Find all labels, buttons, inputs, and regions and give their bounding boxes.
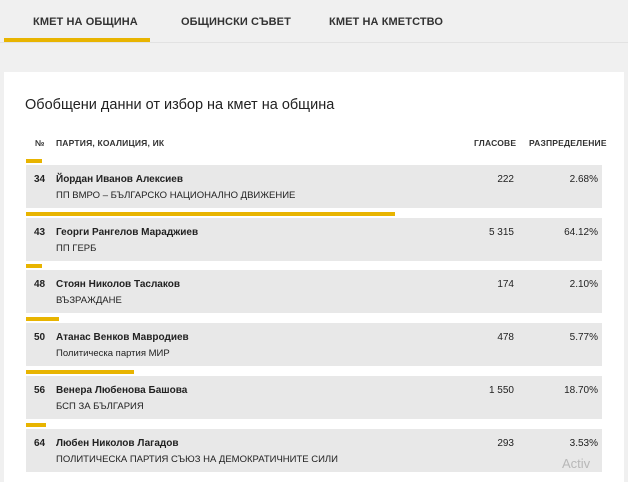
- candidate-name: Георги Рангелов Мараджиев: [56, 227, 199, 238]
- tabs-divider: [0, 42, 628, 43]
- votes-value: 293: [497, 438, 514, 449]
- party-name: Политическа партия МИР: [56, 348, 170, 359]
- share-bar: [26, 423, 46, 427]
- party-name: ПП ГЕРБ: [56, 243, 97, 254]
- distribution-value: 5.77%: [569, 332, 598, 343]
- table-row: 50 Атанас Венков Мавродиев Политическа п…: [26, 317, 602, 366]
- tab-mayor-municipality[interactable]: КМЕТ НА ОБЩИНА: [33, 16, 138, 28]
- table-row: 56 Венера Любенова Башова БСП ЗА БЪЛГАРИ…: [26, 370, 602, 419]
- candidate-name: Атанас Венков Мавродиев: [56, 332, 189, 343]
- tab-mayor-town-hall[interactable]: КМЕТ НА КМЕТСТВО: [329, 16, 444, 28]
- votes-value: 174: [497, 279, 514, 290]
- candidate-number: 50: [34, 332, 46, 343]
- party-name: ПОЛИТИЧЕСКА ПАРТИЯ СЪЮЗ НА ДЕМОКРАТИЧНИТ…: [56, 454, 338, 465]
- header-num: №: [35, 138, 45, 148]
- distribution-value: 18.70%: [564, 385, 598, 396]
- table-row: 48 Стоян Николов Таслаков ВЪЗРАЖДАНЕ 174…: [26, 264, 602, 313]
- table-row: 43 Георги Рангелов Мараджиев ПП ГЕРБ 5 3…: [26, 212, 602, 261]
- candidate-name: Стоян Николов Таслаков: [56, 279, 180, 290]
- share-bar: [26, 159, 42, 163]
- candidate-name: Венера Любенова Башова: [56, 385, 188, 396]
- results-panel: Обобщени данни от избор на кмет на общин…: [4, 72, 624, 482]
- candidate-number: 64: [34, 438, 46, 449]
- header-distribution: РАЗПРЕДЕЛЕНИЕ: [529, 138, 607, 148]
- header-votes: ГЛАСОВЕ: [474, 138, 517, 148]
- activation-watermark: Activ: [562, 456, 591, 471]
- panel-title: Обобщени данни от избор на кмет на общин…: [25, 97, 335, 113]
- header-party: ПАРТИЯ, КОАЛИЦИЯ, ИК: [56, 138, 165, 148]
- votes-value: 5 315: [488, 227, 514, 238]
- party-name: ПП ВМРО – БЪЛГАРСКО НАЦИОНАЛНО ДВИЖЕНИЕ: [56, 190, 296, 201]
- candidate-number: 56: [34, 385, 46, 396]
- candidate-name: Любен Николов Лагадов: [56, 438, 179, 449]
- share-bar: [26, 370, 134, 374]
- distribution-value: 64.12%: [564, 227, 598, 238]
- tab-bar: КМЕТ НА ОБЩИНА ОБЩИНСКИ СЪВЕТ КМЕТ НА КМ…: [0, 0, 628, 44]
- votes-value: 478: [497, 332, 514, 343]
- tab-municipal-council[interactable]: ОБЩИНСКИ СЪВЕТ: [181, 16, 291, 28]
- candidate-name: Йордан Иванов Алексиев: [56, 174, 184, 185]
- share-bar: [26, 317, 59, 321]
- candidate-number: 34: [34, 174, 46, 185]
- table-row: 64 Любен Николов Лагадов ПОЛИТИЧЕСКА ПАР…: [26, 423, 602, 472]
- share-bar: [26, 212, 395, 216]
- distribution-value: 2.10%: [569, 279, 598, 290]
- votes-value: 222: [497, 174, 514, 185]
- party-name: ВЪЗРАЖДАНЕ: [56, 295, 122, 306]
- distribution-value: 3.53%: [569, 438, 598, 449]
- active-tab-indicator: [4, 38, 150, 42]
- candidate-number: 48: [34, 279, 46, 290]
- party-name: БСП ЗА БЪЛГАРИЯ: [56, 401, 144, 412]
- votes-value: 1 550: [488, 385, 514, 396]
- candidate-number: 43: [34, 227, 46, 238]
- table-row: 34 Йордан Иванов Алексиев ПП ВМРО – БЪЛГ…: [26, 159, 602, 208]
- share-bar: [26, 264, 42, 268]
- distribution-value: 2.68%: [569, 174, 598, 185]
